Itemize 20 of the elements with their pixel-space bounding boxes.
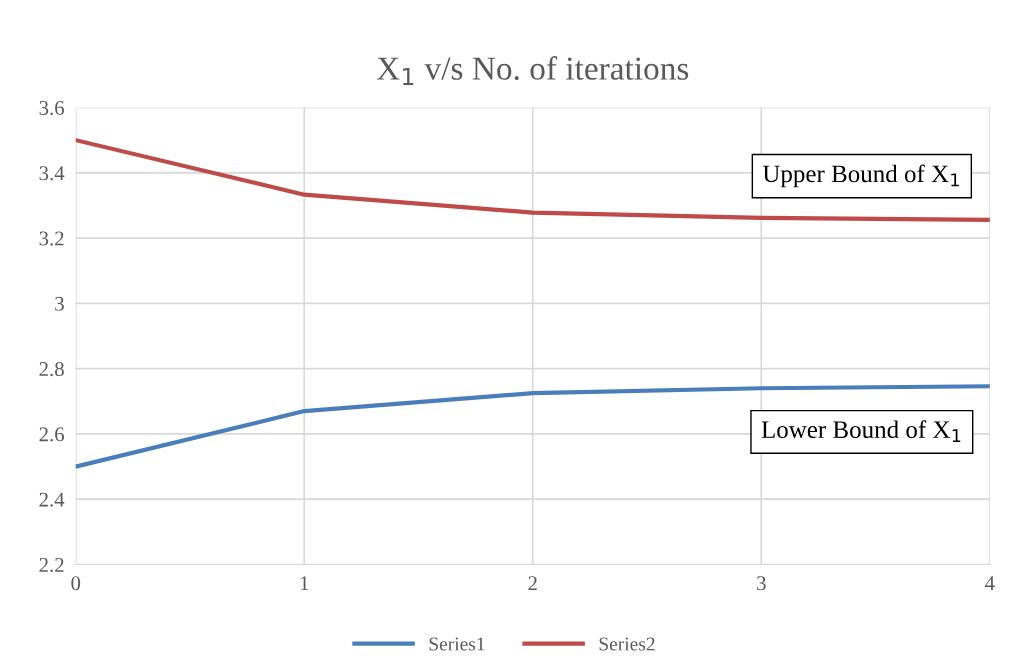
y-tick-label: 2.2 xyxy=(39,557,64,572)
legend-label: Series1 xyxy=(429,637,485,651)
chart-title: X$_{1}$ v/s No. of iterations xyxy=(376,56,689,86)
x-tick-label: 2 xyxy=(528,576,537,591)
annotation: Upper Bound of X$_{1}$ xyxy=(762,164,959,188)
line-series xyxy=(75,138,990,222)
annotation: Lower Bound of X$_{1}$ xyxy=(761,420,961,442)
x-tick-label: 3 xyxy=(757,576,766,591)
y-tick-label: 3.4 xyxy=(39,166,65,181)
x-tick-label: 0 xyxy=(71,576,81,591)
legend-label: Series2 xyxy=(599,637,655,651)
x-tick-label: 1 xyxy=(300,576,309,591)
x-tick-label: 4 xyxy=(985,576,995,591)
line-series xyxy=(75,384,990,469)
y-tick-label: 2.6 xyxy=(39,427,65,442)
y-tick-label: 3 xyxy=(55,296,64,311)
y-tick-label: 2.4 xyxy=(39,492,65,507)
y-tick-label: 3.2 xyxy=(39,231,64,246)
y-tick-label: 2.8 xyxy=(39,362,64,377)
y-tick-label: 3.6 xyxy=(39,100,65,116)
